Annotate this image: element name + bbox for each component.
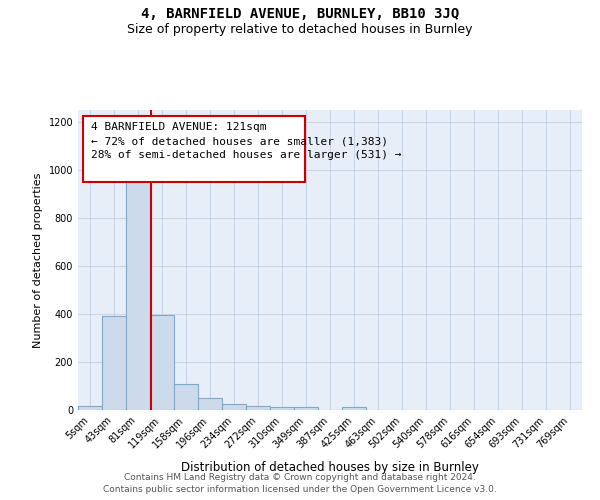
Text: Contains public sector information licensed under the Open Government Licence v3: Contains public sector information licen… bbox=[103, 485, 497, 494]
Bar bbox=[342, 407, 366, 410]
Bar bbox=[78, 406, 102, 410]
Text: Size of property relative to detached houses in Burnley: Size of property relative to detached ho… bbox=[127, 22, 473, 36]
Text: Contains HM Land Registry data © Crown copyright and database right 2024.: Contains HM Land Registry data © Crown c… bbox=[124, 472, 476, 482]
Bar bbox=[174, 384, 198, 410]
Bar bbox=[294, 407, 318, 410]
Bar bbox=[270, 407, 294, 410]
Bar bbox=[102, 316, 126, 410]
Text: 4, BARNFIELD AVENUE, BURNLEY, BB10 3JQ: 4, BARNFIELD AVENUE, BURNLEY, BB10 3JQ bbox=[141, 8, 459, 22]
Bar bbox=[198, 398, 222, 410]
Bar bbox=[150, 315, 174, 410]
X-axis label: Distribution of detached houses by size in Burnley: Distribution of detached houses by size … bbox=[181, 461, 479, 474]
Bar bbox=[246, 406, 270, 410]
Y-axis label: Number of detached properties: Number of detached properties bbox=[33, 172, 43, 348]
Text: 4 BARNFIELD AVENUE: 121sqm
← 72% of detached houses are smaller (1,383)
28% of s: 4 BARNFIELD AVENUE: 121sqm ← 72% of deta… bbox=[91, 122, 401, 160]
FancyBboxPatch shape bbox=[83, 116, 305, 182]
Bar bbox=[222, 404, 246, 410]
Bar bbox=[126, 181, 150, 410]
